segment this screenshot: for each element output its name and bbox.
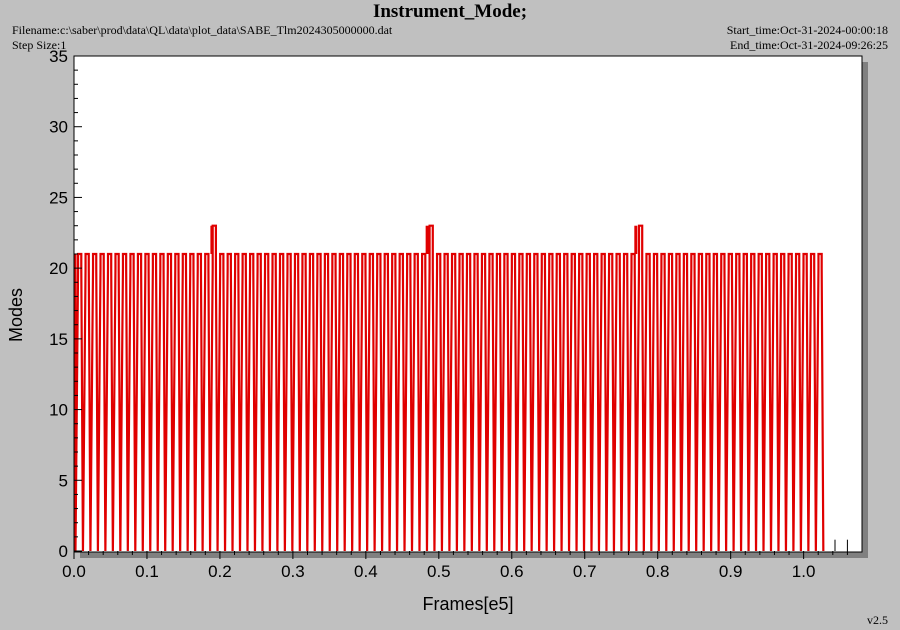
x-tick-label: 0.5 bbox=[427, 562, 451, 581]
y-tick-label: 20 bbox=[49, 259, 68, 278]
x-tick-label: 0.4 bbox=[354, 562, 378, 581]
chart-title: Instrument_Mode; bbox=[372, 1, 528, 22]
x-tick-label: 1.0 bbox=[792, 562, 816, 581]
series-layer bbox=[74, 224, 848, 552]
x-tick-label: 0.7 bbox=[573, 562, 597, 581]
version-label: v2.5 bbox=[867, 613, 888, 627]
x-axis-label: Frames[e5] bbox=[422, 594, 513, 614]
end-time-label: End_time:Oct-31-2024-09:26:25 bbox=[730, 38, 888, 52]
x-tick-label: 0.0 bbox=[62, 562, 86, 581]
y-tick-label: 0 bbox=[59, 542, 68, 561]
x-tick-label: 0.1 bbox=[135, 562, 159, 581]
plot-frame bbox=[73, 55, 863, 553]
start-time-label: Start_time:Oct-31-2024-00:00:18 bbox=[726, 23, 888, 37]
step-size-label: Step Size:1 bbox=[12, 38, 67, 52]
x-tick-label: 0.2 bbox=[208, 562, 232, 581]
filename-label: Filename:c:\saber\prod\data\QL\data\plot… bbox=[12, 23, 393, 37]
series-line bbox=[74, 224, 825, 552]
y-axis-label: Modes bbox=[6, 288, 26, 342]
y-tick-label: 15 bbox=[49, 330, 68, 349]
x-tick-label: 0.8 bbox=[646, 562, 670, 581]
y-tick-label: 25 bbox=[49, 188, 68, 207]
x-tick-label: 0.6 bbox=[500, 562, 524, 581]
y-tick-label: 10 bbox=[49, 401, 68, 420]
y-tick-label: 5 bbox=[59, 471, 68, 490]
y-tick-label: 35 bbox=[49, 47, 68, 66]
y-tick-label: 30 bbox=[49, 118, 68, 137]
axis-layer: 0 5 10 15 20 25 30 35 0.0 0.1 0.2 0.3 0.4 0.5 0.6 0.7 0.… bbox=[49, 47, 863, 581]
x-tick-label: 0.9 bbox=[719, 562, 743, 581]
x-tick-label: 0.3 bbox=[281, 562, 305, 581]
